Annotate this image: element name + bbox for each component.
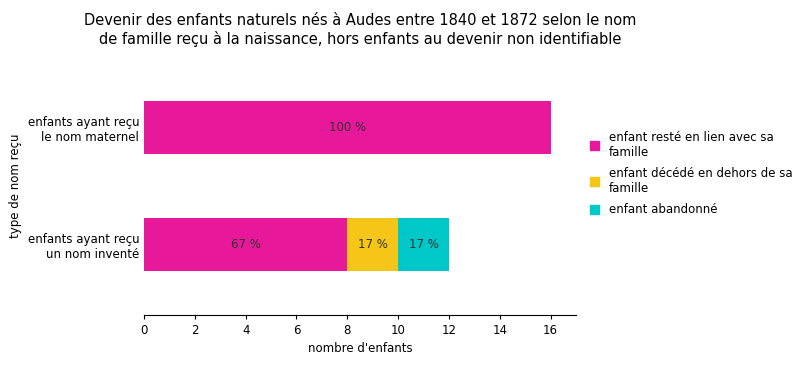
Bar [144,218,347,271]
Text: 17 %: 17 % [409,238,438,251]
Legend: enfant resté en lien avec sa
famille, enfant décédé en dehors de sa
famille, enf: enfant resté en lien avec sa famille, en… [586,127,796,220]
Y-axis label: type de nom reçu: type de nom reçu [9,134,22,238]
X-axis label: nombre d'enfants: nombre d'enfants [308,343,412,356]
Bar [347,218,398,271]
Text: 67 %: 67 % [230,238,261,251]
Text: 100 %: 100 % [329,121,366,134]
Bar [144,101,550,154]
Title: Devenir des enfants naturels nés à Audes entre 1840 et 1872 selon le nom
de fami: Devenir des enfants naturels nés à Audes… [84,13,636,47]
Text: 17 %: 17 % [358,238,388,251]
Bar [398,218,449,271]
